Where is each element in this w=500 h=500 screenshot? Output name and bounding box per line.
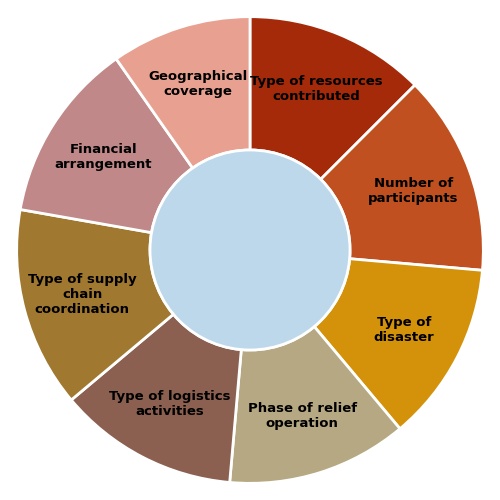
- Wedge shape: [320, 85, 484, 270]
- Text: Geographical
coverage: Geographical coverage: [148, 70, 248, 98]
- Wedge shape: [16, 210, 173, 400]
- Wedge shape: [116, 16, 250, 168]
- Wedge shape: [230, 326, 400, 484]
- Text: Number of
participants: Number of participants: [368, 176, 458, 204]
- Text: Type of logistics
activities: Type of logistics activities: [109, 390, 230, 418]
- Text: Phase of relief
operation: Phase of relief operation: [248, 402, 357, 430]
- Wedge shape: [72, 314, 241, 482]
- Text: Type of resources
contributed: Type of resources contributed: [250, 76, 383, 104]
- Wedge shape: [314, 258, 482, 428]
- Wedge shape: [250, 16, 415, 179]
- Wedge shape: [20, 59, 193, 233]
- Text: Type of supply
chain
coordination: Type of supply chain coordination: [28, 274, 136, 316]
- Circle shape: [150, 150, 350, 350]
- Text: Financial
arrangement: Financial arrangement: [54, 142, 152, 171]
- Text: Type of
disaster: Type of disaster: [374, 316, 434, 344]
